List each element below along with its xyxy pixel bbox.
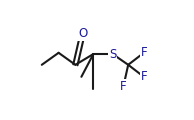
Text: F: F: [140, 70, 147, 83]
Text: F: F: [140, 46, 147, 59]
Text: S: S: [109, 48, 116, 60]
Text: O: O: [78, 27, 87, 40]
Text: F: F: [120, 80, 127, 93]
